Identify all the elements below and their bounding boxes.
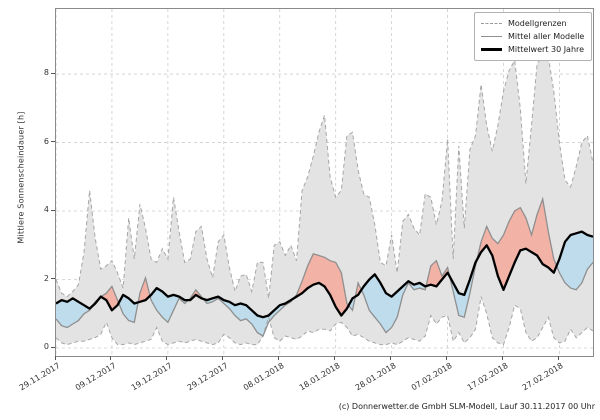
legend: Modellgrenzen Mittel aller Modelle Mittelw… [474, 12, 592, 61]
mean30-line [56, 230, 593, 319]
x-tick-mark [54, 356, 56, 360]
y-tick-mark [51, 141, 55, 143]
y-tick-label: 2 [43, 273, 49, 283]
y-tick-mark [51, 209, 55, 211]
legend-item: Mittel aller Modelle [481, 30, 585, 43]
legend-item: Modellgrenzen [481, 17, 585, 30]
x-tick-mark [557, 356, 559, 360]
y-axis-label: Mittlere Sonnenscheindauer [h] [16, 111, 26, 244]
x-tick-label: 29.12.2017 [185, 361, 230, 393]
x-tick-label: 07.02.2018 [409, 361, 454, 393]
x-tick-label: 29.11.2017 [17, 361, 62, 393]
x-tick-mark [278, 356, 280, 360]
y-tick-label: 4 [43, 205, 49, 215]
y-tick-mark [51, 72, 55, 74]
y-tick-mark [51, 278, 55, 279]
x-tick-label: 09.12.2017 [73, 361, 118, 393]
legend-item-label: Mittelwert 30 Jahre [508, 45, 585, 54]
gray-line-icon [481, 36, 502, 37]
x-tick-label: 18.01.2018 [297, 361, 342, 393]
y-tick-label: 0 [43, 342, 49, 351]
black-line-icon [481, 48, 502, 51]
x-tick-mark [446, 356, 448, 360]
model-mean-line [56, 196, 593, 337]
legend-item-label: Mittel aller Modelle [508, 32, 585, 41]
dashed-line-icon [481, 23, 502, 24]
model-range-band [56, 55, 593, 345]
legend-item: Mittelwert 30 Jahre [481, 43, 585, 56]
x-tick-label: 27.02.2018 [521, 361, 566, 393]
x-tick-label: 17.02.2018 [465, 361, 510, 393]
legend-item-label: Modellgrenzen [508, 19, 567, 28]
y-tick-mark [51, 346, 55, 348]
x-tick-mark [334, 356, 336, 360]
y-tick-label: 8 [43, 68, 49, 78]
x-tick-label: 19.12.2017 [129, 361, 174, 393]
y-tick-label: 6 [43, 136, 49, 146]
x-tick-label: 08.01.2018 [241, 361, 286, 393]
x-tick-mark [110, 356, 112, 360]
upper-bound-line [56, 54, 593, 299]
x-tick-mark [390, 356, 392, 360]
lower-bound-line [56, 296, 593, 346]
plot-area [55, 8, 594, 357]
footer-credit: (c) Donnerwetter.de GmbH SLM-Modell, Lau… [338, 402, 595, 411]
chart-canvas [56, 9, 593, 356]
x-tick-mark [502, 356, 503, 360]
x-tick-mark [166, 356, 168, 360]
x-tick-mark [222, 356, 224, 360]
x-tick-label: 28.01.2018 [353, 361, 398, 393]
